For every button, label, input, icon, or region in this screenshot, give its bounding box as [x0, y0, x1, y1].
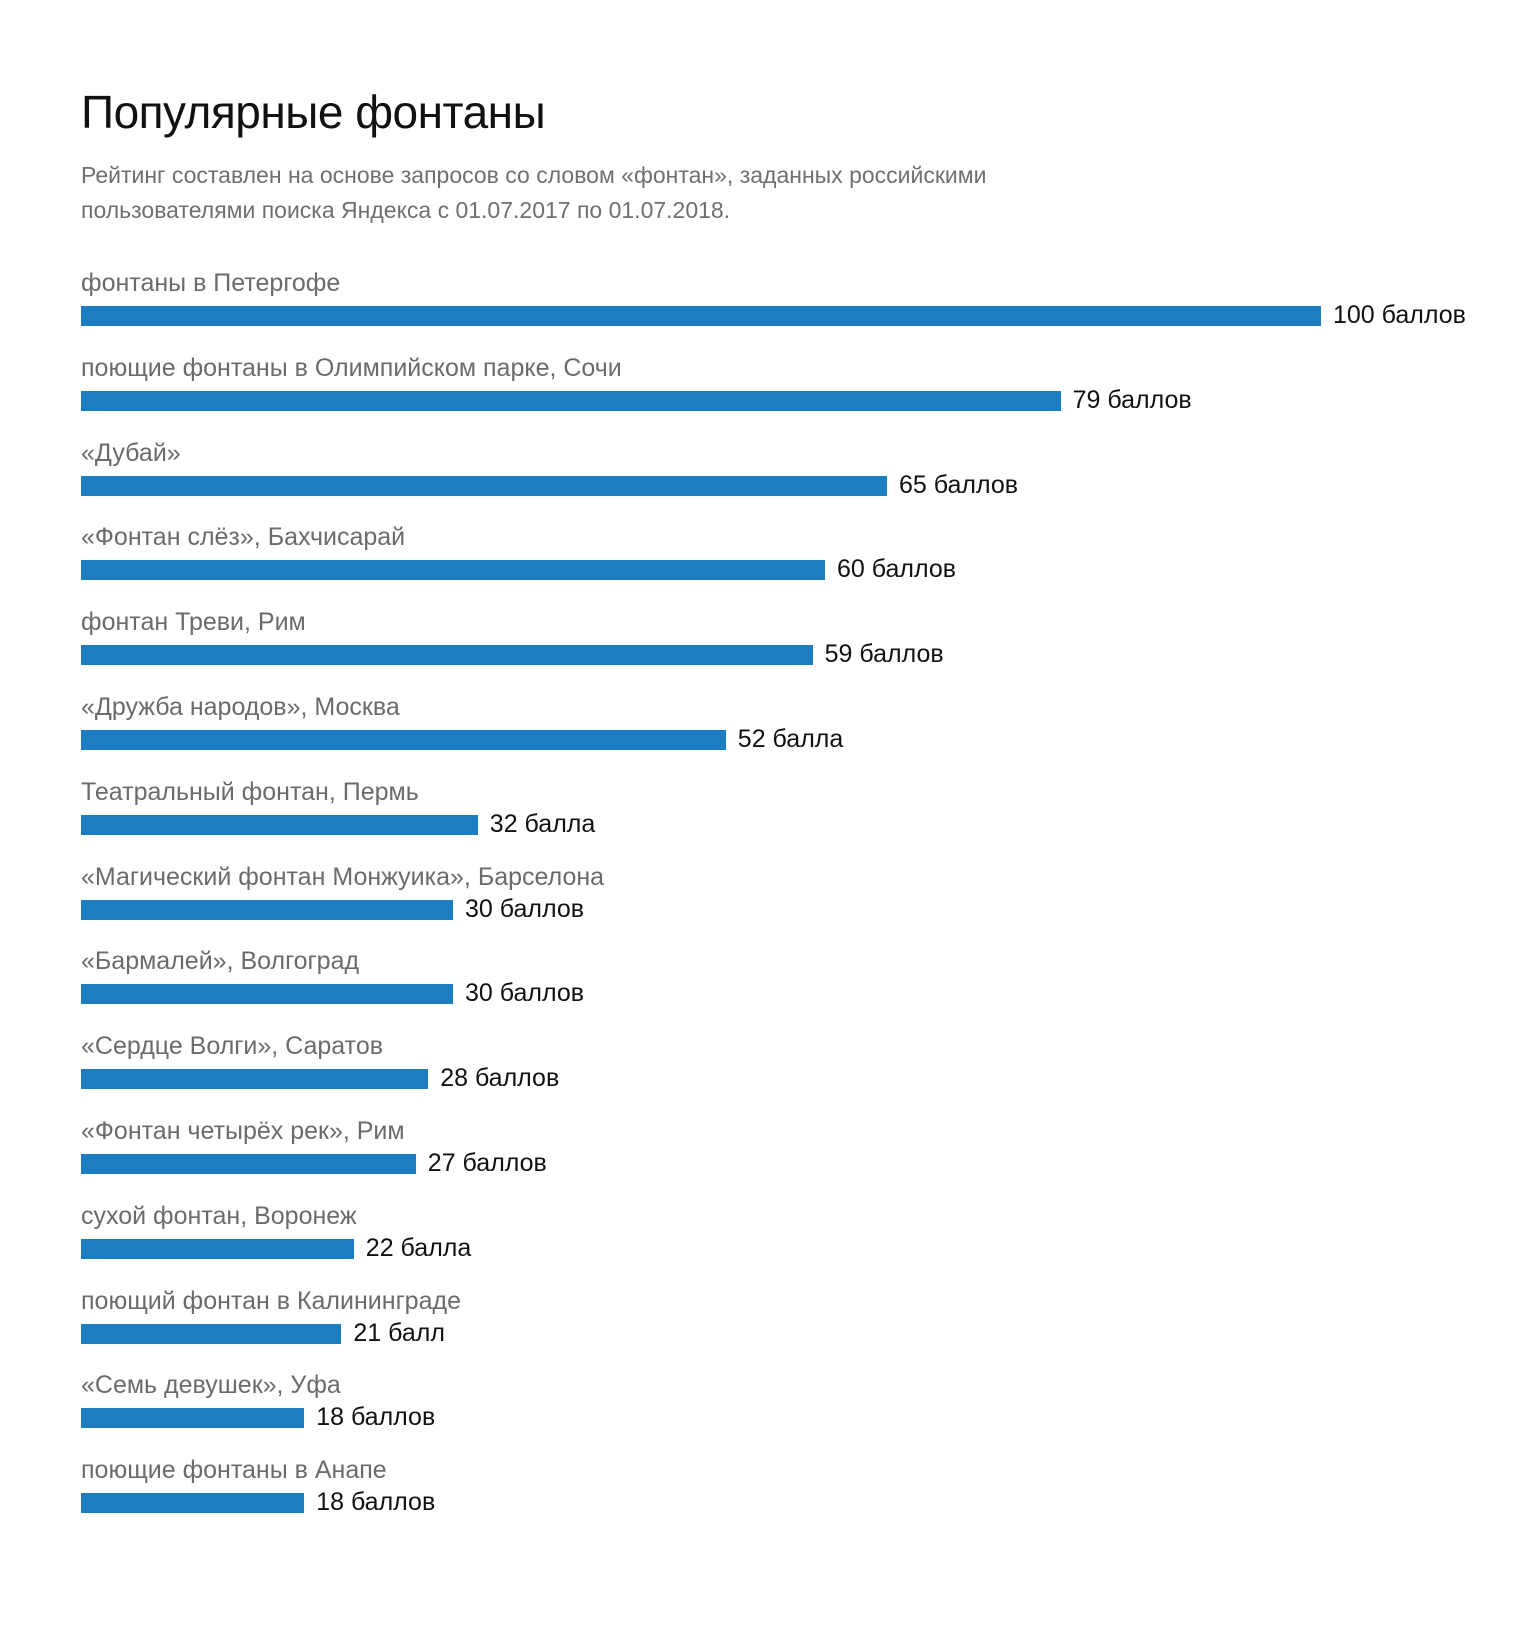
category-label: «Дубай» — [81, 438, 181, 467]
bar — [81, 899, 453, 920]
value-label: 100 баллов — [1333, 301, 1466, 329]
bar-row: Театральный фонтан, Пермь 32 балла — [0, 777, 1540, 861]
chart-title: Популярные фонтаны — [81, 86, 546, 138]
category-label: «Магический фонтан Монжуика», Барселона — [81, 862, 605, 891]
bar — [81, 1238, 354, 1259]
category-label: фонтаны в Петергофе — [81, 269, 341, 297]
value-label: 30 баллов — [465, 979, 585, 1008]
category-label: сухой фонтан, Воронеж — [81, 1201, 357, 1230]
value-label: 28 баллов — [440, 1064, 560, 1093]
value-label: 27 баллов — [427, 1149, 547, 1177]
subtitle-line-2: пользователями поиска Яндекса с 01.07.20… — [81, 197, 731, 223]
bar — [81, 1154, 416, 1174]
category-label: «Сердце Волги», Саратов — [81, 1032, 384, 1061]
value-label: 65 баллов — [899, 470, 1019, 499]
value-label: 79 баллов — [1072, 385, 1192, 414]
bar — [81, 560, 825, 581]
subtitle-line-1: Рейтинг составлен на основе запросов со … — [81, 162, 987, 188]
bar-row: «Фонтан четырёх рек», Рим 27 баллов — [0, 1116, 1540, 1200]
category-label: поющие фонтаны в Олимпийском парке, Сочи — [81, 353, 622, 382]
category-label: «Фонтан слёз», Бахчисарай — [81, 523, 406, 552]
bar-row: «Сердце Волги», Саратов 28 баллов — [0, 1031, 1540, 1115]
category-label: поющий фонтан в Калининграде — [81, 1286, 461, 1315]
bar — [81, 814, 478, 835]
value-label: 22 балла — [365, 1233, 472, 1262]
bar-row: «Бармалей», Волгоград 30 баллов — [0, 946, 1540, 1030]
value-label: 18 баллов — [316, 1488, 436, 1517]
category-label: фонтан Треви, Рим — [81, 608, 306, 637]
bar — [81, 390, 1061, 411]
category-label: «Дружба народов», Москва — [81, 693, 400, 721]
bar-row: «Фонтан слёз», Бахчисарай 60 баллов — [0, 522, 1540, 606]
category-label: Театральный фонтан, Пермь — [81, 777, 419, 806]
bar-row: поющие фонтаны в Анапе 18 баллов — [0, 1455, 1540, 1539]
category-label: «Фонтан четырёх рек», Рим — [81, 1117, 405, 1145]
bar-row: фонтаны в Петергофе 100 баллов — [0, 268, 1540, 352]
value-label: 18 баллов — [316, 1403, 436, 1432]
bar — [81, 645, 813, 666]
value-label: 32 балла — [489, 809, 596, 838]
bar — [81, 730, 726, 750]
value-label: 52 балла — [737, 725, 844, 753]
value-label: 60 баллов — [837, 555, 957, 584]
value-label: 30 баллов — [465, 894, 585, 923]
value-label: 21 балл — [353, 1318, 445, 1347]
bar — [81, 1323, 342, 1344]
value-label: 59 баллов — [824, 640, 944, 669]
bar-row: сухой фонтан, Воронеж 22 балла — [0, 1201, 1540, 1285]
bar-row: «Семь девушек», Уфа 18 баллов — [0, 1370, 1540, 1454]
bar-row: «Магический фонтан Монжуика», Барселона 3… — [0, 862, 1540, 946]
bar — [81, 984, 453, 1005]
category-label: «Бармалей», Волгоград — [81, 947, 360, 976]
chart-subtitle: Рейтинг составлен на основе запросов со … — [81, 158, 1081, 228]
bar-row: «Дубай» 65 баллов — [0, 438, 1540, 522]
category-label: «Семь девушек», Уфа — [81, 1371, 341, 1400]
bar — [81, 475, 887, 496]
bar-row: «Дружба народов», Москва 52 балла — [0, 692, 1540, 776]
bar — [81, 1493, 305, 1514]
bar-row: фонтан Треви, Рим 59 баллов — [0, 607, 1540, 691]
bar — [81, 1408, 305, 1429]
category-label: поющие фонтаны в Анапе — [81, 1456, 387, 1485]
bar-row: поющие фонтаны в Олимпийском парке, Сочи… — [0, 353, 1540, 437]
bar-row: поющий фонтан в Калининграде 21 балл — [0, 1286, 1540, 1370]
bar — [81, 306, 1321, 326]
bar — [81, 1069, 429, 1090]
